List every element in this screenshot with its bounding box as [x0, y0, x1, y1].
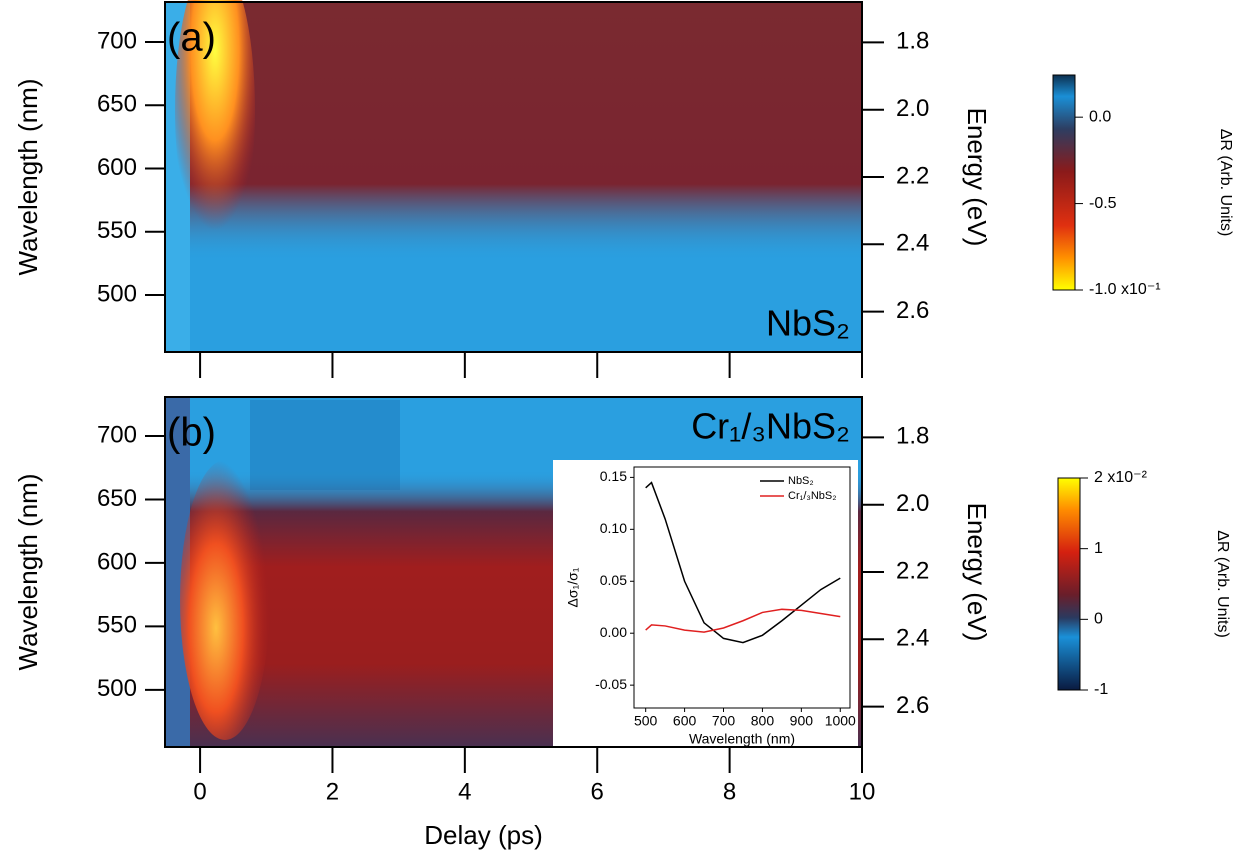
y-tick-label: 550: [97, 612, 137, 639]
colorbar-tick-label: 2 x10⁻²: [1094, 469, 1148, 486]
x-tick-label: 10: [849, 778, 876, 805]
heatmap-a: [165, 0, 862, 352]
y2-tick-label: 2.2: [896, 162, 929, 189]
sample-label: NbS₂: [766, 303, 850, 344]
y-tick-label: 650: [97, 485, 137, 512]
colorbar-tick-label: -0.5: [1089, 195, 1117, 212]
x-tick-label: 800: [751, 713, 775, 729]
x-axis-label: Wavelength (nm): [689, 731, 795, 747]
y2-tick-label: 2.4: [896, 625, 929, 652]
x-tick-label: 900: [790, 713, 814, 729]
panel-label: (b): [167, 411, 216, 455]
y-tick-label: 650: [97, 91, 137, 118]
x-tick-label: 500: [634, 713, 658, 729]
inset-background: [553, 460, 858, 748]
x-tick-label: 4: [458, 778, 471, 805]
y-tick-label: -0.05: [595, 676, 627, 692]
legend-label: NbS₂: [788, 475, 814, 487]
y2-tick-label: 2.0: [896, 490, 929, 517]
x-tick-label: 0: [193, 778, 206, 805]
y2-axis-label: Energy (eV): [962, 108, 992, 247]
x-tick-label: 1000: [825, 713, 856, 729]
y-tick-label: 700: [97, 27, 137, 54]
colorbar-tick-label: 0: [1094, 611, 1103, 628]
y-tick-label: 500: [97, 675, 137, 702]
colorbar-tick-label: -1.0 x10⁻¹: [1089, 281, 1161, 298]
colorbar-tick-label: 0.0: [1089, 108, 1111, 125]
x-tick-label: 700: [712, 713, 736, 729]
y2-tick-label: 2.4: [896, 230, 929, 257]
y-tick-label: 0.00: [600, 624, 627, 640]
y-tick-label: 0.05: [600, 572, 627, 588]
y-tick-label: 0.15: [600, 468, 627, 484]
colorbar-tick-label: 1: [1094, 540, 1103, 557]
y-tick-label: 550: [97, 217, 137, 244]
y-tick-label: 600: [97, 154, 137, 181]
legend-label: Cr₁/₃NbS₂: [788, 490, 837, 502]
sample-label: Cr₁/₃NbS₂: [691, 406, 850, 447]
y-tick-label: 0.10: [600, 520, 627, 536]
colorbar-label: ΔR (Arb. Units): [1217, 129, 1234, 237]
y-tick-label: 700: [97, 421, 137, 448]
y2-tick-label: 1.8: [896, 28, 929, 55]
panel-label: (a): [167, 16, 216, 60]
y-axis-label: Wavelength (nm): [13, 474, 43, 671]
inset-frame: [633, 466, 851, 709]
y-tick-label: 500: [97, 280, 137, 307]
y-axis-label: Δσ₁/σ₁: [565, 567, 581, 607]
colorbar-label: ΔR (Arb. Units): [1214, 530, 1231, 638]
y2-axis-label: Energy (eV): [962, 503, 992, 642]
colorbar-a: [1052, 74, 1076, 291]
y2-tick-label: 2.6: [896, 692, 929, 719]
series-line: [645, 608, 841, 633]
x-tick-label: 600: [673, 713, 697, 729]
y2-tick-label: 2.6: [896, 297, 929, 324]
colorbar-b: [1057, 477, 1081, 691]
series-line: [645, 481, 841, 644]
y-axis-label: Wavelength (nm): [13, 79, 43, 276]
colorbar-tick-label: -1: [1094, 681, 1108, 698]
x-tick-label: 8: [723, 778, 736, 805]
x-tick-label: 2: [326, 778, 339, 805]
y2-tick-label: 1.8: [896, 423, 929, 450]
x-axis-label: Delay (ps): [424, 820, 542, 850]
y2-tick-label: 2.2: [896, 557, 929, 584]
x-tick-label: 6: [591, 778, 604, 805]
y-tick-label: 600: [97, 548, 137, 575]
y2-tick-label: 2.0: [896, 95, 929, 122]
